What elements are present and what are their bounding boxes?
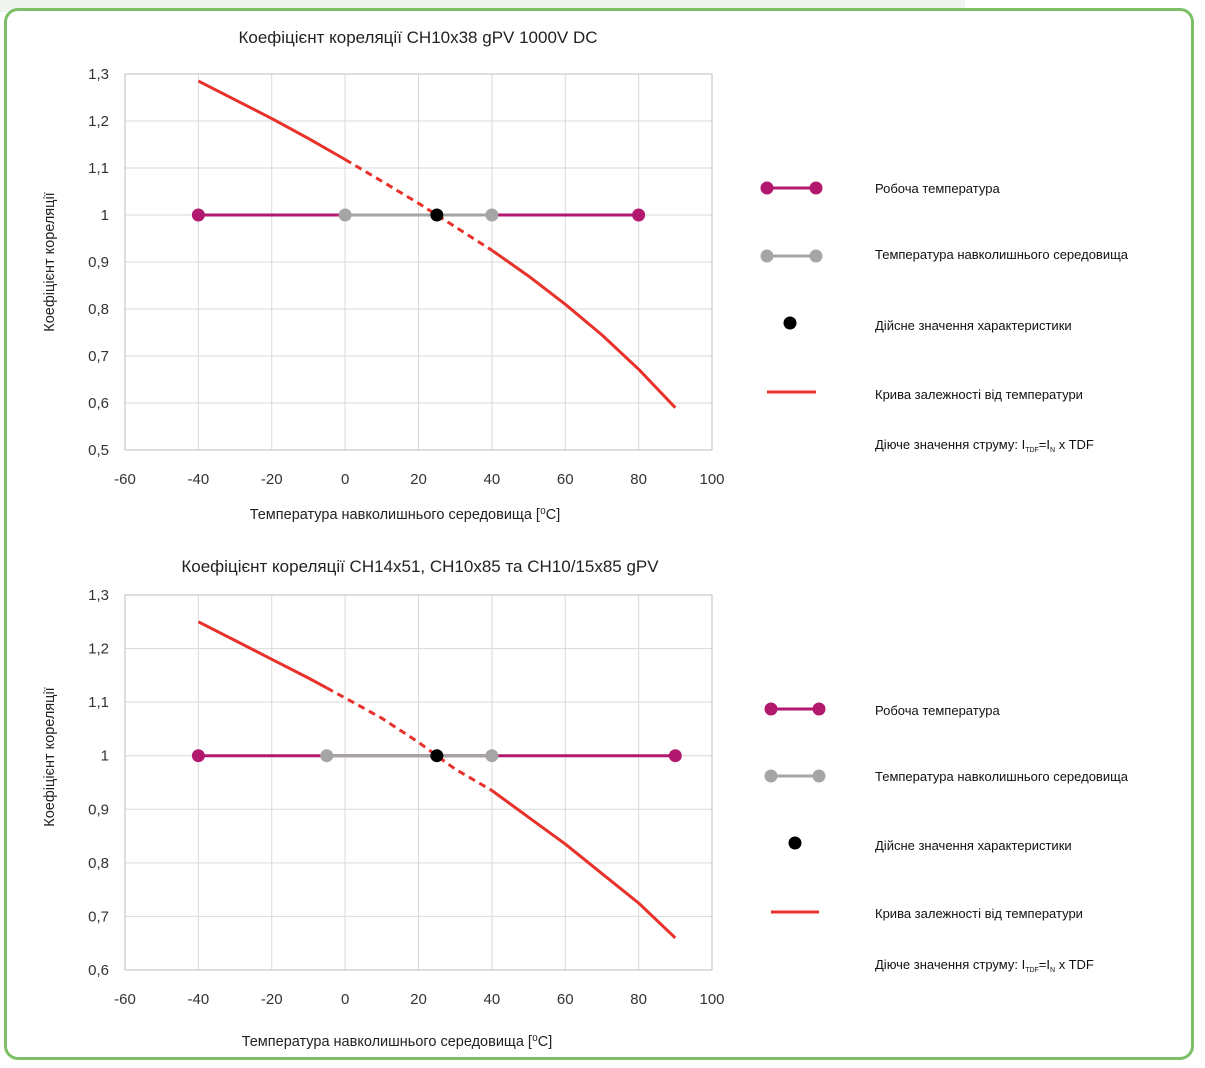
legend-1-curve-label: Крива залежності від температури [875,387,1083,402]
legend-2-ambient-marker-right [812,769,826,783]
chart-1-y-tick-label: 1,3 [88,66,109,83]
legend-2-curve-label: Крива залежності від температури [875,906,1083,921]
chart-1-curve-solid-right [491,249,677,409]
legend-2-working-marker-right [812,702,826,716]
chart-2-working-point [668,749,682,763]
chart-1-x-tick-label: -20 [261,471,283,488]
chart-1-y-tick-label: 0,9 [88,254,109,271]
legend-1-formula: Діюче значення струму: ITDF=IN x TDF [875,437,1094,454]
legend-1-actual-marker [783,316,797,330]
chart-2-ambient-point [320,749,334,763]
chart-1-curve-solid-left [197,79,346,161]
chart-2-working-point [191,749,205,763]
chart-2-y-tick-label: 0,9 [88,801,109,818]
chart-1-x-tick-label: 80 [630,471,647,488]
legend-2-working-label: Робоча температура [875,703,1000,718]
chart-2-y-axis-title: Коефіцієнт кореляції [42,687,58,826]
legend-2-ambient-label: Температура навколишнього середовища [875,769,1129,784]
chart-2-curve-solid-right [491,789,677,939]
legend-1-working-marker-left [760,181,774,195]
chart-2-y-tick-label: 1,2 [88,641,109,658]
legend-2-actual-label: Дійсне значення характеристики [875,838,1072,853]
chart-1-y-tick-label: 1,2 [88,113,109,130]
chart-1-x-tick-label: -60 [114,471,136,488]
chart-1-x-tick-label: 20 [410,471,427,488]
chart-2-y-tick-label: 1,3 [88,587,109,604]
chart-2-y-tick-label: 1 [101,748,109,765]
chart-2-y-tick-label: 0,8 [88,855,109,872]
chart-2-x-tick-label: 40 [484,991,501,1008]
chart-1-x-axis-title: Температура навколишнього середовища [⁰C… [250,507,561,523]
legend-1-ambient-label: Температура навколишнього середовища [875,247,1129,262]
chart-2-x-tick-label: 0 [341,991,349,1008]
chart-2-x-tick-label: -20 [261,991,283,1008]
content-frame [4,8,1194,1060]
chart-2-x-tick-label: 80 [630,991,647,1008]
chart-1-y-tick-label: 1 [101,207,109,224]
chart-2-x-axis-title: Температура навколишнього середовища [⁰C… [242,1034,553,1050]
legend-1-working-marker-right [809,181,823,195]
plot-layer: -60 -40 -20 0 20 40 60 80 100 0,5 0,6 0,7 0,8 0,9 1 1,1… [88,66,724,1008]
chart-2-x-tick-label: -60 [114,991,136,1008]
chart-1-y-axis-title: Коефіцієнт кореляції [42,192,58,331]
chart-2-x-tick-label: 100 [699,991,724,1008]
chart-2-x-tick-label: -40 [188,991,210,1008]
chart-1-y-tick-label: 0,8 [88,301,109,318]
chart-2-ambient-point [485,749,499,763]
legend-1-ambient-marker-right [809,249,823,263]
chart-2-y-tick-label: 1,1 [88,694,109,711]
chart-1-y-tick-label: 0,5 [88,442,109,459]
chart-1-curve-dashed [344,158,493,252]
legend-2-actual-marker [788,836,802,850]
chart-2-curve-solid-left [197,620,328,690]
chart-2-curve-dashed [326,686,493,792]
chart-2-title: Коефіцієнт кореляції CH14x51, CH10x85 та… [181,557,659,576]
chart-1-working-point [191,208,205,222]
legend-2-ambient-marker-left [764,769,778,783]
chart-1-y-tick-label: 0,7 [88,348,109,365]
chart-2-actual-point [430,749,444,763]
chart-2-y-tick-label: 0,6 [88,962,109,979]
legend-1-ambient-marker-left [760,249,774,263]
legend-2-working-marker-left [764,702,778,716]
chart-1-plot-border [124,73,713,451]
legend-1-working-label: Робоча температура [875,181,1000,196]
legend-2-formula: Діюче значення струму: ITDF=IN x TDF [875,957,1094,974]
chart-2-plot-border [124,594,713,971]
chart-1-x-tick-label: -40 [188,471,210,488]
chart-2-x-tick-label: 60 [557,991,574,1008]
chart-1-x-tick-label: 60 [557,471,574,488]
chart-1-x-tick-label: 100 [699,471,724,488]
chart-1-ambient-point [338,208,352,222]
chart-1-y-tick-label: 0,6 [88,395,109,412]
chart-1-x-tick-label: 0 [341,471,349,488]
chart-1-x-tick-label: 40 [484,471,501,488]
chart-1-actual-point [430,208,444,222]
chart-1-working-point [632,208,646,222]
chart-1-title: Коефіцієнт кореляції CH10x38 gPV 1000V D… [238,28,597,47]
chart-1-y-tick-label: 1,1 [88,160,109,177]
chart-1-ambient-point [485,208,499,222]
chart-2-y-tick-label: 0,7 [88,908,109,925]
legend-1-actual-label: Дійсне значення характеристики [875,318,1072,333]
chart-2-x-tick-label: 20 [410,991,427,1008]
